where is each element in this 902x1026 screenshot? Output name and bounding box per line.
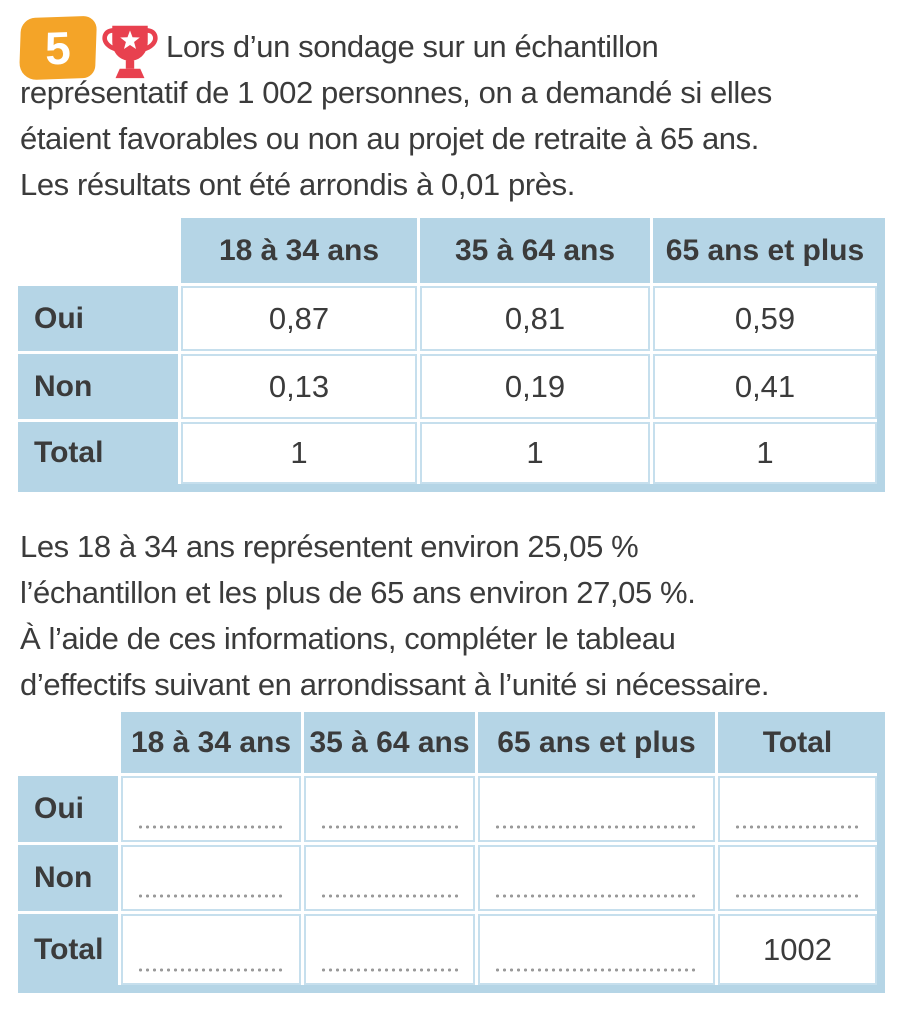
value-cell: 0,41	[653, 354, 877, 419]
table-header-cell: 18 à 34 ans	[181, 218, 417, 283]
dotted-line	[320, 894, 459, 898]
table-corner-cell	[18, 218, 178, 283]
instructions-line: l’échantillon et les plus de 65 ans envi…	[20, 575, 696, 610]
fill-in-cell	[121, 776, 301, 842]
value-cell: 0,59	[653, 286, 877, 351]
intro-line: représentatif de 1 002 personnes, on a d…	[20, 75, 772, 110]
intro-line: Les résultats ont été arrondis à 0,01 pr…	[20, 167, 575, 202]
dotted-line	[320, 825, 459, 829]
table-header-cell: 65 ans et plus	[653, 218, 877, 283]
dotted-line	[734, 894, 861, 898]
fill-in-cell	[121, 914, 301, 985]
dotted-line	[137, 968, 285, 972]
intro-paragraph: Lors d’un sondage sur un échantillon rep…	[20, 24, 898, 208]
table-header-cell: 35 à 64 ans	[420, 218, 650, 283]
fill-in-cell	[478, 776, 715, 842]
value-cell: 0,87	[181, 286, 417, 351]
instructions-line: À l’aide de ces informations, compléter …	[20, 621, 676, 656]
value-cell: 0,13	[181, 354, 417, 419]
table-header-cell: Total	[718, 712, 877, 773]
value-cell: 0,19	[420, 354, 650, 419]
value-cell: 0,81	[420, 286, 650, 351]
value-cell: 1	[420, 422, 650, 484]
value-cell: 1	[653, 422, 877, 484]
intro-line: étaient favorables ou non au projet de r…	[20, 121, 759, 156]
dotted-line	[494, 968, 699, 972]
fill-in-cell	[478, 845, 715, 911]
table-header-cell: 18 à 34 ans	[121, 712, 301, 773]
dotted-line	[137, 825, 285, 829]
fill-in-cell	[718, 776, 877, 842]
table-header-cell: 35 à 64 ans	[304, 712, 475, 773]
fill-in-cell	[718, 845, 877, 911]
fill-in-cell	[121, 845, 301, 911]
grand-total-cell: 1002	[718, 914, 877, 985]
row-label-total: Total	[18, 422, 178, 484]
row-label-non: Non	[18, 845, 118, 911]
instructions-line: d’effectifs suivant en arrondissant à l’…	[20, 667, 770, 702]
instructions-line: Les 18 à 34 ans représentent environ 25,…	[20, 529, 639, 564]
dotted-line	[494, 825, 699, 829]
row-label-total: Total	[18, 914, 118, 985]
value-cell: 1	[181, 422, 417, 484]
row-label-oui: Oui	[18, 776, 118, 842]
dotted-line	[320, 968, 459, 972]
frequency-table: 18 à 34 ans 35 à 64 ans 65 ans et plus O…	[18, 218, 885, 492]
table-corner-cell	[18, 712, 118, 773]
row-label-non: Non	[18, 354, 178, 419]
fill-in-cell	[304, 914, 475, 985]
grand-total-value: 1002	[763, 931, 832, 967]
intro-line: Lors d’un sondage sur un échantillon	[166, 29, 659, 64]
dotted-line	[494, 894, 699, 898]
row-label-oui: Oui	[18, 286, 178, 351]
dotted-line	[734, 825, 861, 829]
fill-in-cell	[304, 776, 475, 842]
table-header-cell: 65 ans et plus	[478, 712, 715, 773]
effectifs-table: 18 à 34 ans 35 à 64 ans 65 ans et plus T…	[18, 712, 885, 993]
trophy-icon	[102, 25, 158, 79]
fill-in-cell	[478, 914, 715, 985]
fill-in-cell	[304, 845, 475, 911]
dotted-line	[137, 894, 285, 898]
instructions-paragraph: Les 18 à 34 ans représentent environ 25,…	[20, 524, 898, 708]
